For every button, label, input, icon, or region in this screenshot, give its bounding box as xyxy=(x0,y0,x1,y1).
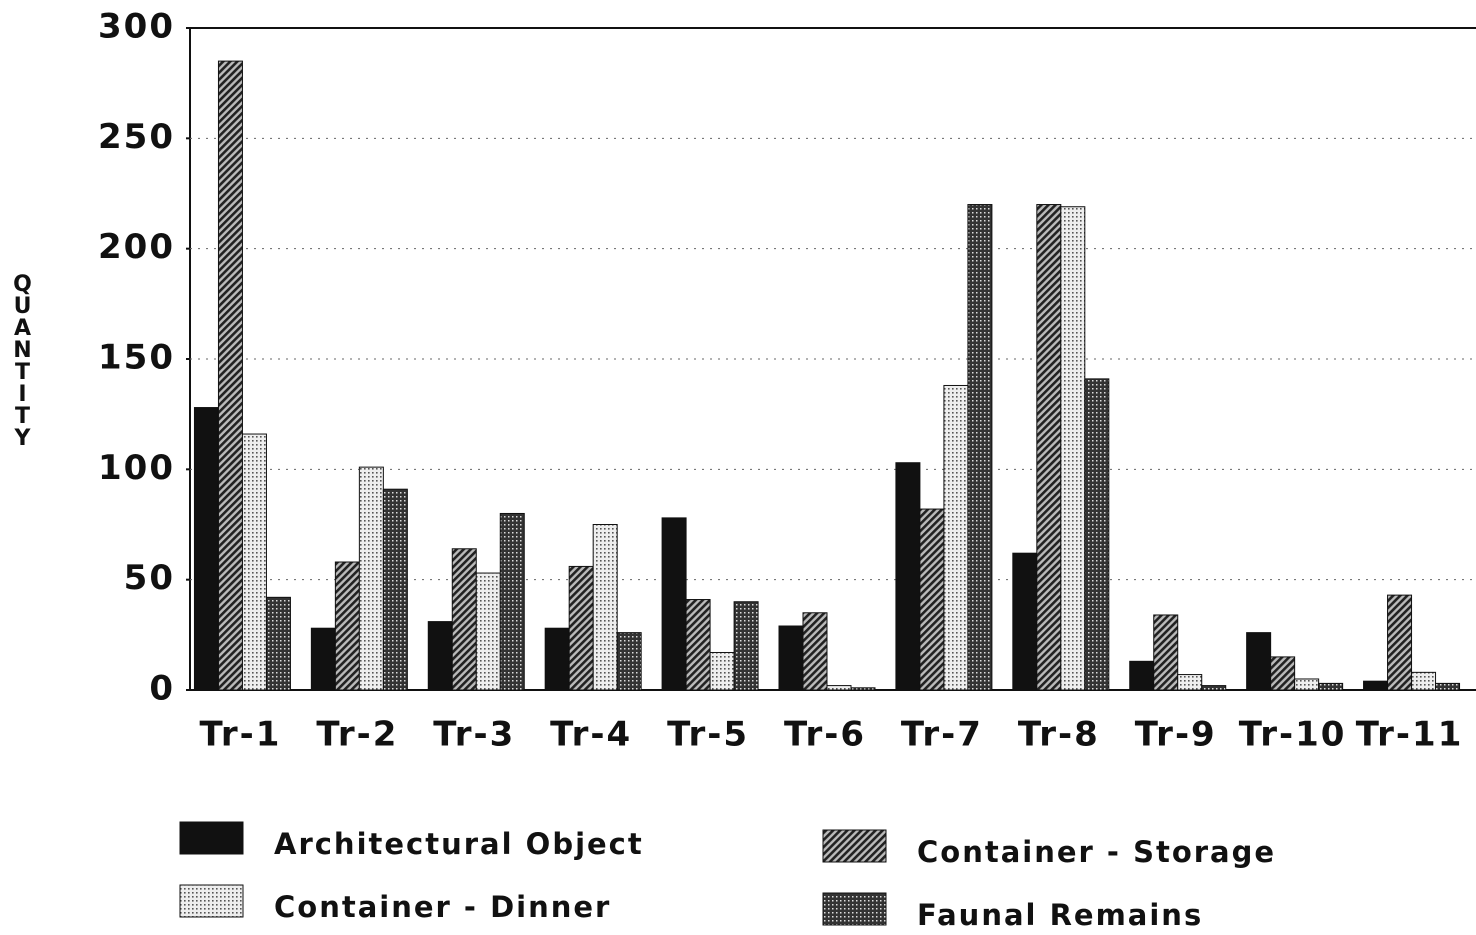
bar xyxy=(427,621,453,691)
bar xyxy=(1363,680,1389,691)
bar xyxy=(1153,614,1179,691)
legend-swatch xyxy=(179,884,244,918)
bar xyxy=(1060,206,1086,691)
bar xyxy=(358,466,384,691)
bar xyxy=(310,627,336,691)
legend-label: Architectural Object xyxy=(274,827,644,861)
y-tick-label: 100 xyxy=(98,448,175,488)
y-tick-label: 200 xyxy=(98,227,175,267)
bar xyxy=(661,517,687,691)
x-tick-label: Tr-5 xyxy=(667,715,749,755)
bar xyxy=(1411,671,1437,691)
bar xyxy=(616,632,642,691)
bar xyxy=(265,596,291,691)
legend-swatch xyxy=(179,821,244,855)
x-tick-label: Tr-8 xyxy=(1018,715,1100,755)
bar xyxy=(895,462,921,691)
bar xyxy=(1318,682,1344,691)
bar xyxy=(1270,656,1296,691)
bar xyxy=(241,433,267,691)
legend-swatch xyxy=(822,892,887,926)
x-tick-label: Tr-10 xyxy=(1239,715,1347,755)
x-tick-label: Tr-6 xyxy=(784,715,866,755)
bar xyxy=(475,572,501,691)
bar xyxy=(778,625,804,691)
bar xyxy=(1294,678,1320,691)
legend-label: Faunal Remains xyxy=(917,898,1203,932)
x-tick-label: Tr-7 xyxy=(901,715,983,755)
bar xyxy=(1387,594,1413,691)
bar xyxy=(1012,552,1038,691)
bar xyxy=(334,561,360,691)
bar xyxy=(568,565,594,691)
bar xyxy=(1201,685,1227,691)
bar xyxy=(919,508,945,691)
y-tick-label: 250 xyxy=(98,117,175,157)
x-tick-label: Tr-3 xyxy=(433,715,515,755)
bar xyxy=(850,687,876,691)
bar xyxy=(943,384,969,691)
y-tick-label: 300 xyxy=(98,7,175,47)
y-tick-label: 50 xyxy=(124,558,175,598)
bar xyxy=(544,627,570,691)
bar xyxy=(193,407,219,691)
bar xyxy=(709,651,735,691)
bar xyxy=(802,612,828,691)
x-tick-label: Tr-4 xyxy=(550,715,632,755)
x-tick-label: Tr-1 xyxy=(199,715,281,755)
legend-swatch xyxy=(822,829,887,863)
bar xyxy=(382,488,408,691)
legend-label: Container - Storage xyxy=(917,835,1276,869)
bar xyxy=(1084,378,1110,691)
bar xyxy=(685,599,711,691)
bar xyxy=(1435,682,1461,691)
bar xyxy=(1246,632,1272,691)
legend-label: Container - Dinner xyxy=(274,890,611,924)
x-tick-label: Tr-9 xyxy=(1135,715,1217,755)
x-tick-label: Tr-11 xyxy=(1356,715,1464,755)
y-axis-label: QUANTITY xyxy=(10,272,35,448)
bar xyxy=(1036,204,1062,691)
bar xyxy=(826,685,852,691)
bar xyxy=(967,204,993,691)
bar xyxy=(1129,660,1155,691)
x-tick-label: Tr-2 xyxy=(316,715,398,755)
y-tick-label: 0 xyxy=(149,669,175,709)
bar xyxy=(217,60,243,691)
y-tick-label: 150 xyxy=(98,338,175,378)
bar xyxy=(592,524,618,691)
bar xyxy=(1177,674,1203,691)
bar xyxy=(733,601,759,691)
bar xyxy=(451,548,477,691)
bar xyxy=(499,512,525,691)
